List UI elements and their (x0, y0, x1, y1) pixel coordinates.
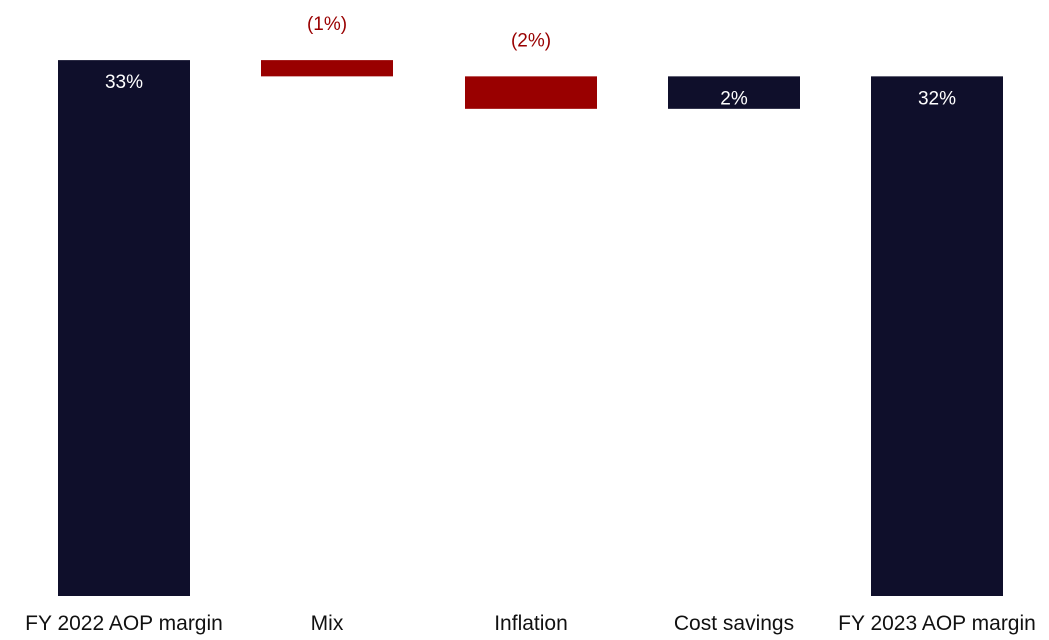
data-label-fy-2022-aop-margin: 33% (105, 72, 143, 93)
data-label-fy-2023-aop-margin: 32% (918, 88, 956, 109)
category-label-cost-savings: Cost savings (674, 612, 794, 635)
data-label-mix: (1%) (307, 14, 347, 35)
data-label-cost-savings: 2% (720, 88, 748, 109)
bar-cost-savings (668, 76, 800, 109)
bar-fy-2023-aop-margin (871, 76, 1003, 596)
category-label-mix: Mix (311, 612, 344, 635)
category-label-inflation: Inflation (494, 612, 568, 635)
bar-mix (261, 60, 393, 77)
bar-inflation (465, 76, 597, 109)
data-label-inflation: (2%) (511, 30, 551, 51)
category-label-fy-2023-aop-margin: FY 2023 AOP margin (838, 612, 1036, 635)
category-label-fy-2022-aop-margin: FY 2022 AOP margin (25, 612, 223, 635)
bar-fy-2022-aop-margin (58, 60, 190, 597)
